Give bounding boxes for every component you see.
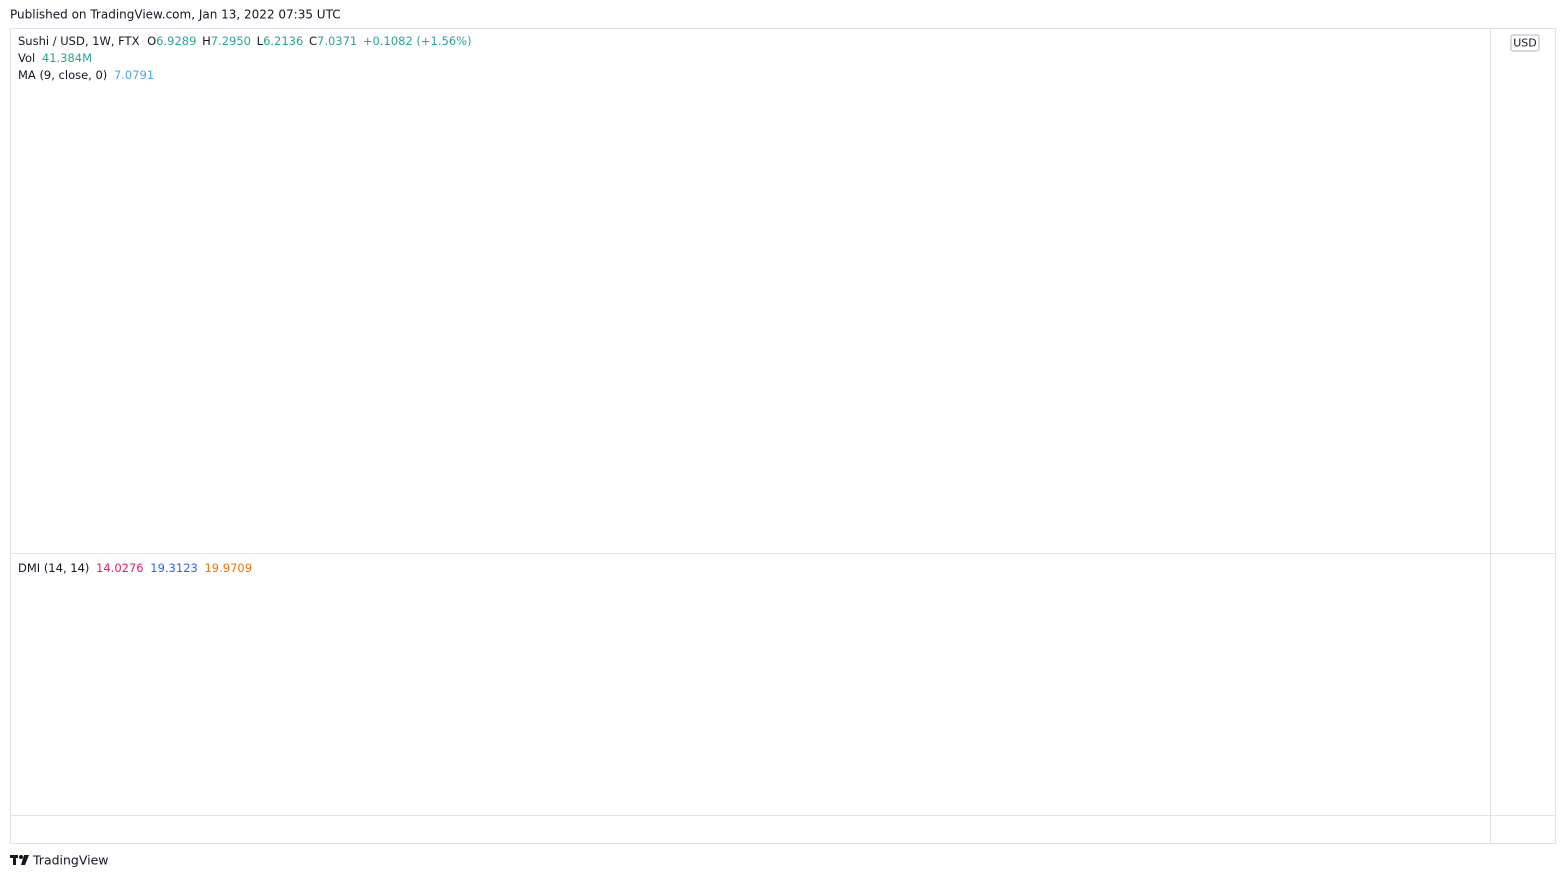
ohlc-label: L bbox=[257, 34, 264, 48]
legend-row: Vol 41.384M bbox=[18, 51, 92, 65]
logo-shape bbox=[21, 855, 29, 865]
ohlc-label: H bbox=[202, 34, 211, 48]
ma-value: 7.0791 bbox=[114, 68, 154, 82]
ohlc-value: 6.9289 bbox=[156, 34, 196, 48]
ohlc-value: 7.2950 bbox=[211, 34, 251, 48]
legend-row: Sushi / USD, 1W, FTX O6.9289 H7.2950 L6.… bbox=[18, 34, 472, 48]
symbol: Sushi / USD, 1W, FTX bbox=[18, 34, 140, 48]
dmi-value: 19.3123 bbox=[150, 561, 198, 575]
volume-name: Vol bbox=[18, 51, 35, 65]
dmi-value: 19.9709 bbox=[204, 561, 252, 575]
legend-row: MA (9, close, 0) 7.0791 bbox=[18, 68, 154, 82]
ohlc-label: C bbox=[309, 34, 317, 48]
legend-row: DMI (14, 14) 14.0276 19.3123 19.9709 bbox=[18, 561, 252, 575]
volume-value: 41.384M bbox=[42, 51, 92, 65]
frame bbox=[10, 28, 1556, 844]
change: +0.1082 (+1.56%) bbox=[363, 34, 472, 48]
logo bbox=[10, 855, 29, 865]
currency: USD bbox=[1513, 37, 1537, 50]
published-note: Published on TradingView.com, Jan 13, 20… bbox=[10, 8, 341, 22]
dmi-name: DMI (14, 14) bbox=[18, 561, 89, 575]
logo-shape bbox=[19, 855, 23, 859]
logo-shape bbox=[13, 855, 16, 865]
ohlc-value: 6.2136 bbox=[263, 34, 303, 48]
ohlc-label: O bbox=[147, 34, 156, 48]
currency-box bbox=[1510, 34, 1540, 52]
ohlc-value: 7.0371 bbox=[317, 34, 357, 48]
dmi-value: 14.0276 bbox=[96, 561, 144, 575]
ma-name: MA (9, close, 0) bbox=[18, 68, 107, 82]
footer-brand: TradingView bbox=[32, 853, 109, 868]
